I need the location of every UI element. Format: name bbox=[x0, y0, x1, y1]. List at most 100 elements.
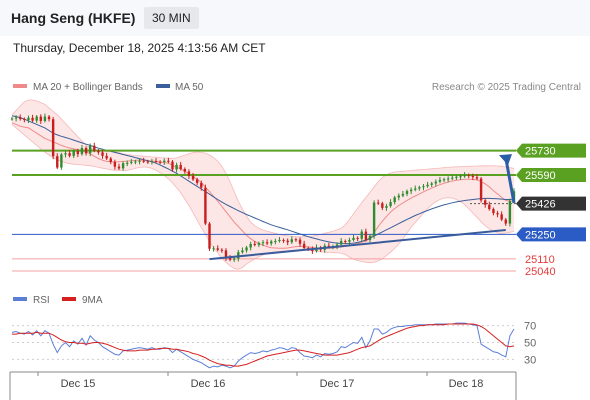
candle-body bbox=[488, 204, 491, 210]
candle-body bbox=[278, 239, 281, 242]
candle-body bbox=[471, 175, 475, 178]
candle-body bbox=[204, 187, 207, 224]
candle-body bbox=[126, 162, 129, 164]
candle-body bbox=[60, 154, 63, 168]
price-label: 25730 bbox=[525, 146, 556, 158]
rsi-tick-label: 30 bbox=[524, 354, 536, 366]
candle-body bbox=[88, 145, 92, 154]
price-tag bbox=[516, 196, 586, 211]
candle-body bbox=[257, 243, 261, 245]
candle-body bbox=[228, 257, 232, 260]
rsi-ma-legend-swatch bbox=[62, 297, 76, 301]
candle-body bbox=[389, 202, 392, 207]
rsi-tick-label: 70 bbox=[524, 321, 536, 333]
candle-body bbox=[216, 248, 219, 250]
candle-body bbox=[467, 175, 470, 177]
candle-body bbox=[208, 223, 211, 249]
candle-body bbox=[294, 239, 298, 241]
candle-body bbox=[121, 163, 125, 169]
candle-body bbox=[237, 252, 240, 259]
candle-body bbox=[212, 248, 215, 250]
price-label: 25426 bbox=[525, 199, 556, 211]
candle-body bbox=[451, 177, 454, 179]
timeframe-badge[interactable]: 30 MIN bbox=[144, 7, 199, 29]
candle-body bbox=[348, 239, 351, 242]
candle-body bbox=[138, 160, 141, 162]
candle-body bbox=[163, 160, 166, 162]
candle-body bbox=[68, 153, 71, 156]
rsi-tick-label: 50 bbox=[524, 338, 536, 350]
candle-body bbox=[183, 168, 187, 172]
candle-body bbox=[385, 206, 388, 208]
candle-body bbox=[360, 231, 363, 239]
candle-body bbox=[414, 188, 417, 190]
candle-body bbox=[19, 117, 22, 120]
candle-body bbox=[23, 119, 26, 121]
candle-body bbox=[167, 160, 170, 162]
candle-body bbox=[84, 147, 88, 154]
candle-body bbox=[245, 247, 248, 251]
price-tag bbox=[516, 227, 586, 242]
candle-body bbox=[253, 243, 256, 245]
candle-body bbox=[191, 175, 195, 180]
candle-body bbox=[179, 164, 182, 169]
candle-body bbox=[496, 213, 499, 215]
candle-body bbox=[97, 150, 100, 153]
candle-body bbox=[356, 237, 359, 239]
candle-body bbox=[113, 161, 117, 167]
time-tick-label: Dec 15 bbox=[61, 378, 96, 390]
price-tag bbox=[516, 143, 586, 158]
candle-body bbox=[261, 242, 265, 244]
candle-body bbox=[134, 161, 137, 163]
price-label: 25110 bbox=[525, 254, 555, 266]
bollinger-lower-line bbox=[11, 124, 515, 270]
candle-body bbox=[430, 183, 433, 185]
candle-body bbox=[508, 200, 512, 224]
time-axis: Dec 15 Dec 16 Dec 17 Dec 18 bbox=[9, 371, 517, 400]
ma20-line bbox=[11, 122, 515, 249]
candle-body bbox=[31, 117, 34, 121]
candle-body bbox=[265, 242, 269, 244]
candle-body bbox=[483, 200, 487, 205]
rsi-ma-line bbox=[12, 323, 515, 367]
time-tick-label: Dec 18 bbox=[449, 378, 484, 390]
candle-body bbox=[335, 244, 339, 247]
candle-body bbox=[150, 161, 154, 163]
candle-body bbox=[224, 250, 228, 258]
candle-body bbox=[76, 150, 80, 155]
candle-body bbox=[455, 176, 458, 178]
candle-body bbox=[282, 239, 285, 241]
rsi-line bbox=[11, 322, 515, 369]
candle-body bbox=[43, 116, 47, 121]
candle-body bbox=[500, 214, 503, 220]
price-label: 25250 bbox=[525, 229, 556, 241]
candle-body bbox=[80, 147, 84, 155]
candle-body bbox=[270, 241, 273, 244]
candle-body bbox=[442, 179, 446, 181]
bollinger-upper-line bbox=[11, 99, 515, 238]
candle-body bbox=[175, 164, 178, 170]
rsi-ma-legend-label: 9MA bbox=[82, 295, 103, 306]
candle-body bbox=[109, 158, 112, 162]
candle-body bbox=[27, 117, 30, 121]
candle-body bbox=[130, 161, 133, 163]
candle-body bbox=[479, 178, 483, 201]
candle-body bbox=[438, 179, 442, 182]
candle-body bbox=[101, 152, 104, 156]
candle-body bbox=[504, 219, 507, 224]
candle-body bbox=[72, 150, 75, 156]
candle-body bbox=[290, 239, 294, 243]
candle-body bbox=[352, 237, 355, 240]
report-datetime: Thursday, December 18, 2025 4:13:56 AM C… bbox=[13, 41, 266, 55]
candle-body bbox=[339, 241, 343, 245]
ma50-line bbox=[11, 115, 515, 245]
forecast-arrow-head bbox=[499, 154, 512, 166]
candle-body bbox=[232, 258, 236, 260]
candle-body bbox=[220, 249, 224, 251]
candle-body bbox=[475, 177, 479, 179]
candle-body bbox=[377, 202, 380, 204]
ma20-legend-swatch bbox=[13, 84, 27, 88]
